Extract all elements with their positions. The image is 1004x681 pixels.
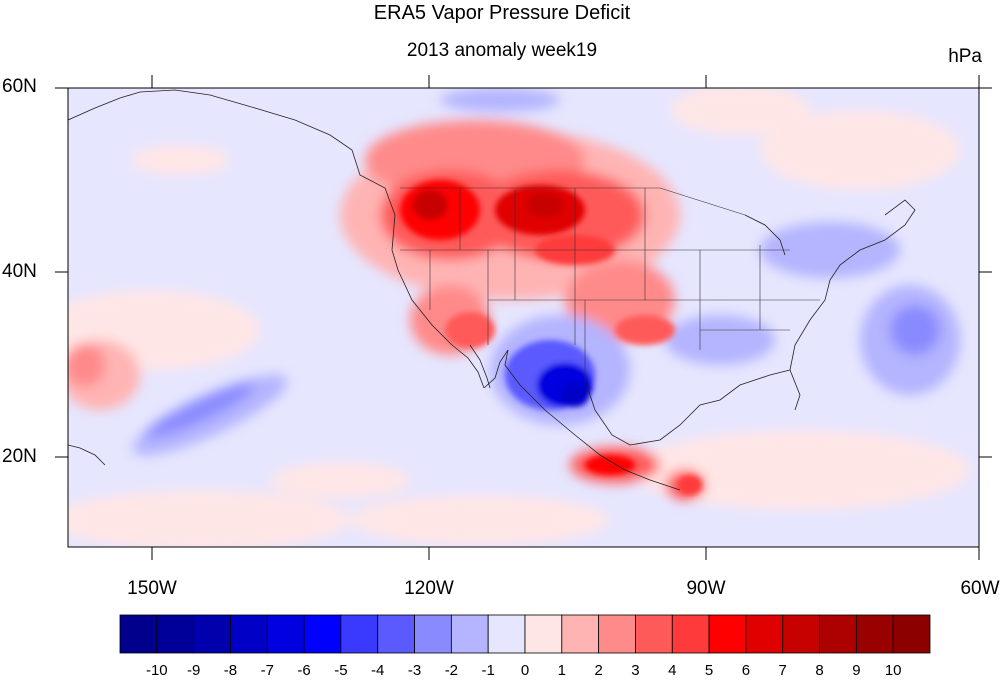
colorbar-swatch [119,614,158,654]
colorbar-swatch [671,614,710,654]
lon-label-90w: 90W [686,578,726,599]
map-subtitle: 2013 anomaly week19 [406,40,598,61]
colorbar-tick-label: 10 [884,662,902,679]
coastlines [68,89,916,491]
colorbar-tick-label: -3 [407,662,422,679]
colorbar-tick-label: -5 [334,662,348,679]
colorbar-swatch [708,614,747,654]
colorbar-tick-label: -1 [481,662,495,679]
colorbar-swatch [561,614,600,654]
colorbar-tick-label: -6 [297,662,311,679]
colorbar-tick-label: 5 [704,662,714,679]
lat-label-20n: 20N [2,446,37,467]
colorbar-swatch [377,614,415,654]
colorbar-swatch [855,614,894,654]
colorbar-tick-label: -4 [371,662,385,679]
colorbar-tick-label: -9 [186,662,201,679]
colorbar-swatch [450,614,489,654]
anomaly-field [68,88,979,547]
colorbar-tick-label: -8 [223,662,238,679]
colorbar-tick-label: 2 [594,662,603,679]
colorbar-tick-label: 8 [815,662,824,679]
colorbar-swatch [266,614,305,654]
colorbar-tick-label: -10 [145,662,168,679]
colorbar-swatch [487,614,526,654]
colorbar-tick-label: 9 [852,662,861,679]
colorbar-swatch [303,614,342,654]
colorbar-tick-label: 0 [520,662,530,679]
colorbar-tick-label: -7 [260,662,274,679]
colorbar-tick-label: 3 [631,662,640,679]
colorbar-swatch [782,614,820,654]
colorbar-swatch [340,614,379,654]
lon-label-120w: 120W [404,578,454,599]
lon-label-150w: 150W [127,578,177,599]
colorbar-swatch [156,614,195,654]
colorbar-tick-label: 6 [741,662,751,679]
colorbar-swatch [635,614,673,654]
colorbar-swatch [230,614,268,654]
colorbar-swatch [745,614,784,654]
colorbar-swatch [524,614,563,654]
colorbar-tick-label: 7 [778,662,787,679]
colorbar-tick-label: -2 [444,662,459,679]
map-frame [67,87,980,548]
lat-label-40n: 40N [2,261,37,282]
units-label: hPa [948,46,982,67]
colorbar [119,614,931,654]
colorbar-tick-label: 4 [668,662,677,679]
colorbar-swatch [193,614,231,654]
lon-label-60w: 60W [960,578,1000,599]
map-ticks [55,75,992,560]
lat-label-60n: 60N [2,76,37,97]
colorbar-tick-label: 1 [557,662,566,679]
state-borders [400,187,820,380]
map-title: ERA5 Vapor Pressure Deficit [373,2,631,24]
colorbar-swatch [819,614,857,654]
colorbar-swatch [414,614,452,654]
colorbar-swatch [892,614,931,654]
colorbar-swatch [598,614,636,654]
